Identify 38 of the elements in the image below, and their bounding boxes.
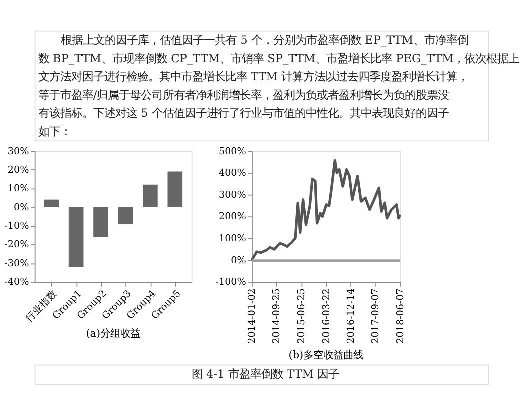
y-tick-label: 0% [14,202,30,214]
x-tick-label: 2016-12-14 [346,288,357,344]
caption: 图 4-1 市盈率倒数 TTM 因子 [192,367,340,381]
y-tick-label: 0% [231,255,246,266]
bar [118,207,134,224]
y-tick-label: 10% [8,184,30,195]
bar [94,207,108,238]
y-tick-label: -100% [216,277,246,288]
text: (b)多空收益曲线 [288,349,364,362]
y-tick-label: -40% [4,277,30,288]
text: 如下： [38,124,72,139]
text: 有该指标。下述对这 5 个估值因子进行了行业与市值的中性化。其中表现良好的因子 [38,106,449,120]
y-tick-label: -20% [4,240,30,251]
x-tick-label: 2016-03-22 [321,288,332,344]
x-tick-label: 2014-09-25 [271,288,282,344]
text: 数 BP_TTM、市现率倒数 CP_TTM、市销率 SP_TTM、市盈增长比率 PEG_TTM，依次根据上 [38,51,520,66]
x-tick-label: 2018-06-07 [395,288,406,344]
x-tick-label: 2017-09-07 [370,288,382,344]
y-tick-label: -10% [4,221,30,232]
y-tick-label: 100% [218,234,246,245]
y-tick-label: 200% [218,212,246,223]
text: 等于市盈率/归属于母公司所有者净利润增长率，盈利为负或者盈利增长为负的股票没 [38,88,450,102]
y-tick-label: 400% [218,168,246,180]
line-series [250,159,402,262]
x-tick-label: 2015-06-25 [296,288,308,344]
bar [168,172,183,208]
bar [143,184,158,208]
text: 文方法对因子进行检验。其中市盈增长比率 TTM 计算方法以过去四季度盈利增长计算， [38,70,468,84]
y-tick-label: 300% [218,190,246,201]
text: (a)分组收益 [86,328,141,340]
y-tick-label: 500% [218,146,246,158]
y-tick-label: 20% [8,164,30,176]
text: 根据上文的因子库，估值因子一共有 5 个，分别为市盈率倒数 EP_TTM、市净率倒 [61,32,469,47]
bar [68,207,84,268]
y-tick-label: -30% [4,258,30,270]
y-tick-label: 30% [8,146,30,158]
x-tick-label: 2014-01-02 [247,288,258,344]
bar [44,200,60,208]
